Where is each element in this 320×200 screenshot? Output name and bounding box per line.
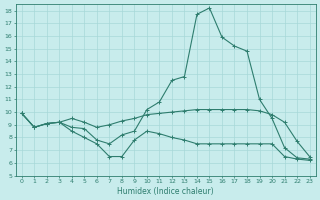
X-axis label: Humidex (Indice chaleur): Humidex (Indice chaleur) — [117, 187, 214, 196]
